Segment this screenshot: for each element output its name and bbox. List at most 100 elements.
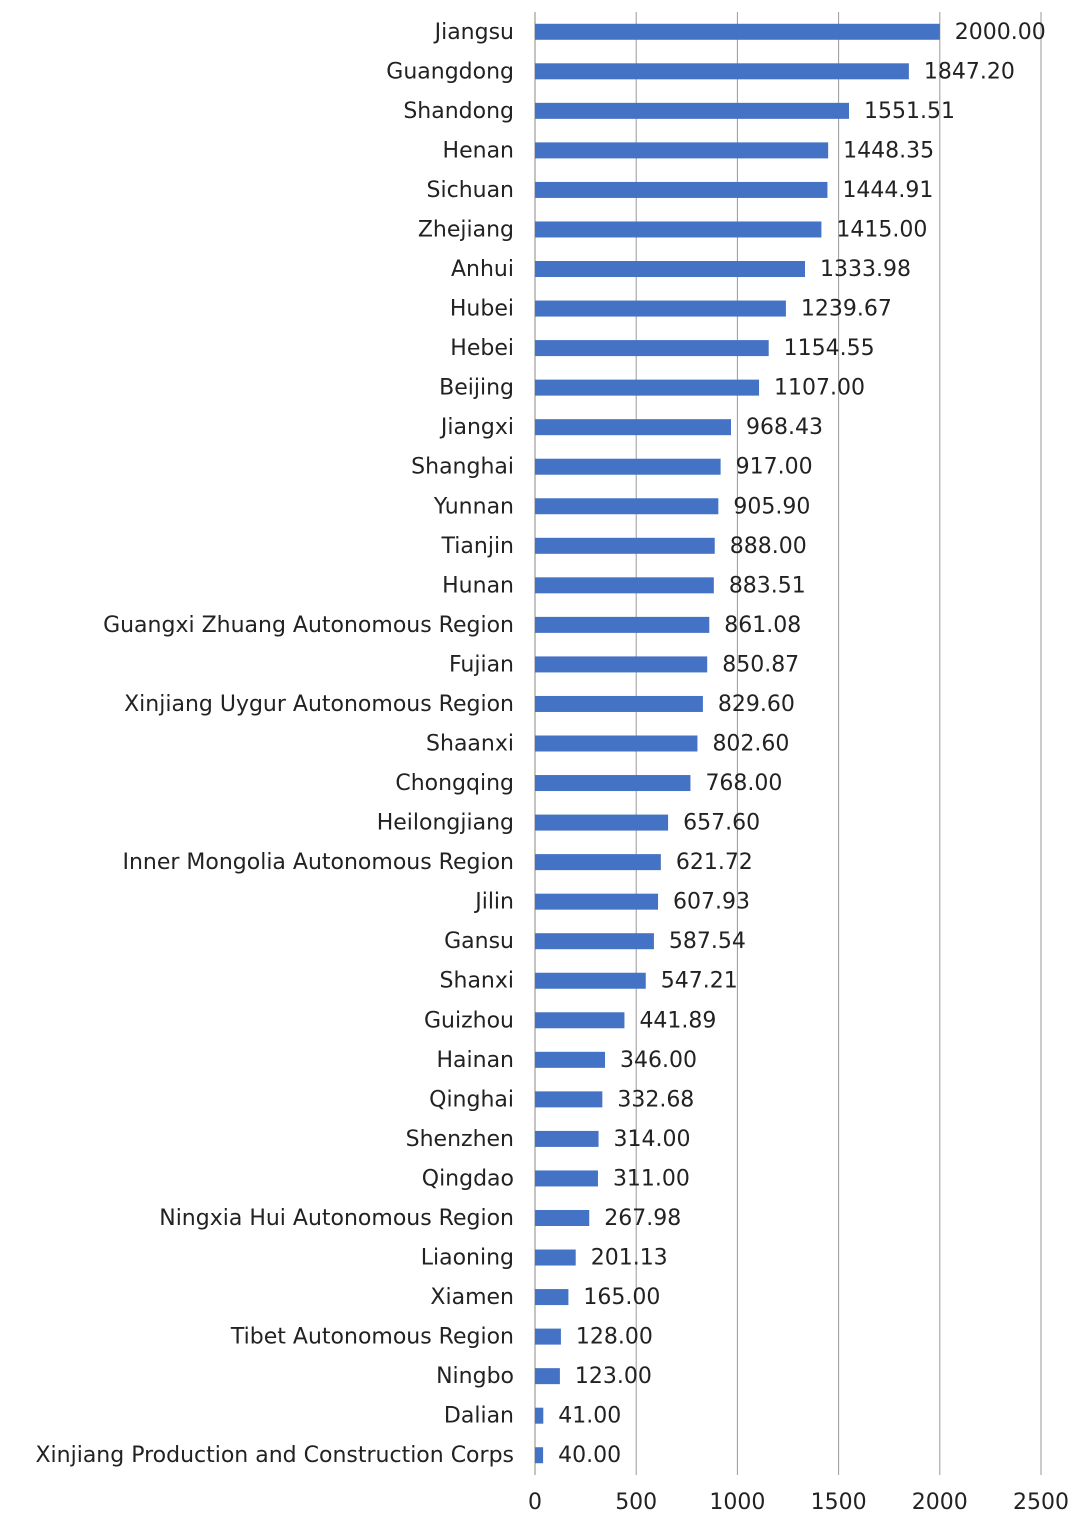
x-tick-label: 500 [615, 1490, 657, 1515]
bar [535, 261, 805, 278]
bar [535, 1407, 544, 1424]
value-label: 968.43 [746, 415, 823, 440]
bar [535, 972, 646, 989]
bar [535, 1012, 625, 1029]
value-label: 1154.55 [784, 336, 875, 361]
value-label: 165.00 [583, 1285, 660, 1310]
bar [535, 498, 719, 515]
value-label: 621.72 [676, 850, 753, 875]
bar [535, 1051, 606, 1068]
y-tick-label: Ningxia Hui Autonomous Region [159, 1206, 514, 1231]
value-label: 829.60 [718, 692, 795, 717]
y-tick-label: Guizhou [424, 1008, 514, 1033]
value-label: 1239.67 [801, 297, 892, 322]
bar [535, 221, 822, 238]
y-tick-label: Jilin [473, 890, 514, 915]
bar [535, 379, 760, 396]
y-tick-label: Xinjiang Uygur Autonomous Region [124, 692, 514, 717]
value-label: 905.90 [733, 494, 810, 519]
value-label: 1448.35 [843, 138, 934, 163]
y-tick-label: Yunnan [433, 494, 514, 519]
bar [535, 854, 661, 871]
value-label: 768.00 [705, 771, 782, 796]
y-tick-label: Guangdong [386, 59, 514, 84]
value-label: 888.00 [730, 534, 807, 559]
value-label: 41.00 [558, 1404, 621, 1429]
bar [535, 142, 829, 159]
bar [535, 775, 691, 792]
bar [535, 656, 708, 673]
value-label: 1333.98 [820, 257, 911, 282]
value-label: 861.08 [724, 613, 801, 638]
y-tick-label: Hubei [450, 297, 514, 322]
bar [535, 1249, 576, 1266]
y-tick-label: Chongqing [395, 771, 514, 796]
y-tick-label: Hebei [450, 336, 514, 361]
y-tick-label: Gansu [444, 929, 514, 954]
value-label: 547.21 [661, 969, 738, 994]
y-tick-label: Jiangsu [433, 20, 514, 45]
value-label: 201.13 [591, 1246, 668, 1271]
y-tick-label: Xinjiang Production and Construction Cor… [35, 1443, 514, 1468]
bar [535, 102, 850, 119]
bar [535, 1130, 599, 1147]
bar [535, 814, 669, 831]
value-label: 123.00 [575, 1364, 652, 1389]
bar [535, 340, 769, 357]
value-label: 850.87 [722, 652, 799, 677]
x-tick-label: 2500 [1013, 1490, 1069, 1515]
y-tick-label: Inner Mongolia Autonomous Region [122, 850, 514, 875]
y-tick-label: Shanxi [440, 969, 514, 994]
value-label: 1444.91 [842, 178, 933, 203]
y-tick-label: Tibet Autonomous Region [230, 1325, 514, 1350]
bar [535, 1289, 569, 1306]
y-tick-label: Sichuan [427, 178, 514, 203]
y-tick-label: Heilongjiang [377, 811, 514, 836]
bar [535, 1091, 603, 1108]
bar [535, 1170, 598, 1187]
y-tick-label: Beijing [439, 376, 514, 401]
y-tick-label: Qingdao [422, 1166, 514, 1191]
bar [535, 1447, 544, 1464]
y-tick-label: Anhui [451, 257, 514, 282]
bar [535, 63, 909, 80]
bar [535, 1328, 561, 1345]
y-tick-label: Shanghai [411, 455, 514, 480]
bar [535, 458, 721, 475]
bar [535, 1368, 560, 1385]
y-tick-label: Henan [443, 138, 514, 163]
y-tick-label: Xiamen [430, 1285, 514, 1310]
y-tick-label: Jiangxi [439, 415, 514, 440]
value-label: 607.93 [673, 890, 750, 915]
y-tick-label: Liaoning [421, 1246, 514, 1271]
y-tick-label: Dalian [444, 1404, 514, 1429]
value-label: 267.98 [604, 1206, 681, 1231]
value-label: 2000.00 [955, 20, 1046, 45]
y-tick-label: Hainan [436, 1048, 514, 1073]
value-label: 346.00 [620, 1048, 697, 1073]
value-label: 1847.20 [924, 59, 1015, 84]
value-label: 1415.00 [836, 217, 927, 242]
x-tick-label: 0 [528, 1490, 542, 1515]
value-label: 802.60 [712, 732, 789, 757]
bar [535, 577, 714, 594]
y-tick-label: Tianjin [441, 534, 514, 559]
y-tick-label: Guangxi Zhuang Autonomous Region [103, 613, 514, 638]
bar [535, 893, 659, 910]
y-tick-label: Hunan [442, 573, 514, 598]
bar [535, 537, 715, 554]
value-label: 441.89 [639, 1008, 716, 1033]
value-label: 657.60 [683, 811, 760, 836]
bar [535, 695, 703, 712]
x-tick-label: 1000 [709, 1490, 765, 1515]
y-tick-label: Zhejiang [418, 217, 514, 242]
value-label: 1551.51 [864, 99, 955, 124]
bar [535, 181, 828, 198]
value-label: 1107.00 [774, 376, 865, 401]
value-label: 128.00 [576, 1325, 653, 1350]
y-tick-label: Shenzhen [406, 1127, 514, 1152]
bar [535, 23, 940, 40]
value-label: 917.00 [736, 455, 813, 480]
value-label: 40.00 [558, 1443, 621, 1468]
